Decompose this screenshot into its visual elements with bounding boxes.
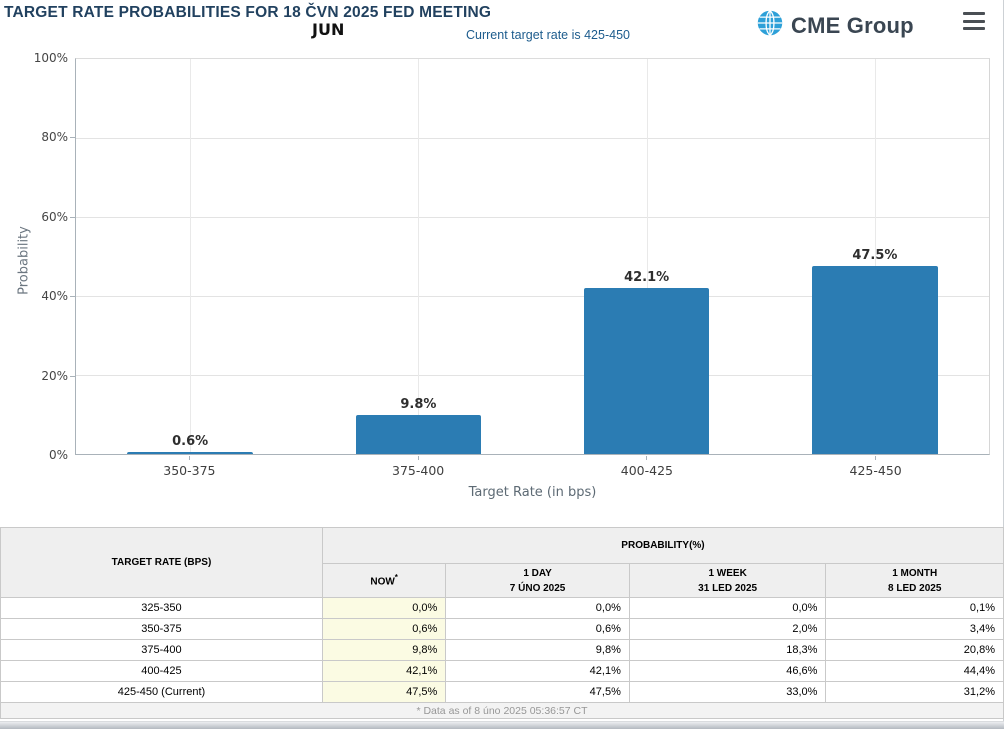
x-axis-title: Target Rate (in bps): [468, 485, 597, 500]
now-prob-cell: 0,6%: [321, 618, 447, 640]
now-prob-cell: 0,0%: [321, 597, 447, 619]
y-axis-tick: [70, 216, 75, 218]
plot-area: 0.6% 9.8% 42.1% 47.5%: [75, 58, 1004, 455]
1day-prob-cell: 47,5%: [445, 681, 630, 703]
gridline: [418, 59, 420, 454]
bar-425-450[interactable]: [812, 266, 938, 454]
rate-range-cell: 400-425: [0, 660, 323, 682]
current-target-rate-subtitle: Current target rate is 425-450: [466, 28, 630, 42]
table-row: 325-350 0,0% 0,0% 0,0% 0,1%: [0, 597, 1004, 619]
now-prob-cell: 42,1%: [321, 660, 447, 682]
table-row: 375-400 9,8% 9,8% 18,3% 20,8%: [0, 639, 1004, 661]
bar-400-425[interactable]: [583, 287, 710, 454]
x-axis-tick: [875, 456, 876, 460]
x-tick-label: 400-425: [620, 463, 673, 478]
1week-prob-cell: 2,0%: [628, 618, 827, 640]
1week-prob-cell: 33,0%: [628, 681, 827, 703]
y-tick-label: 40%: [41, 289, 68, 304]
gridline: [76, 296, 989, 297]
x-tick-label: 375-400: [392, 463, 445, 478]
bottom-edge-bar: [0, 721, 1004, 729]
globe-icon: [756, 9, 784, 42]
now-prob-cell: 9,8%: [321, 639, 447, 661]
bar-value-label: 42.1%: [624, 269, 670, 285]
hamburger-menu-icon[interactable]: [963, 12, 985, 30]
x-tick-label: 425-450: [849, 463, 902, 478]
x-tick-label: 350-375: [163, 463, 216, 478]
col-header-now: NOW*: [321, 563, 447, 598]
1day-prob-cell: 0,6%: [445, 618, 630, 640]
bar-slot: 47.5%: [761, 59, 989, 454]
now-prob-cell: 47,5%: [321, 681, 447, 703]
gridline: [646, 59, 648, 454]
meeting-month-label: JUN: [312, 20, 345, 39]
1day-prob-cell: 9,8%: [445, 639, 630, 661]
table-row: 425-450 (Current) 47,5% 47,5% 33,0% 31,2…: [0, 681, 1004, 703]
1week-prob-cell: 0,0%: [628, 597, 827, 619]
y-axis-tick: [70, 137, 75, 139]
y-axis-tick: [70, 296, 75, 298]
brand-name: CME Group: [791, 12, 914, 38]
1month-prob-cell: 0,1%: [825, 597, 1004, 619]
gridline: [76, 375, 989, 376]
1week-prob-cell: 46,6%: [628, 660, 827, 682]
bar-slot: 0.6%: [76, 59, 304, 454]
rate-range-cell: 350-375: [0, 618, 323, 640]
y-axis-tick: [70, 375, 75, 377]
rate-range-cell: 425-450 (Current): [0, 681, 323, 703]
col-header-1day: 1 DAY 7 ÚNO 2025: [445, 563, 630, 598]
bar-value-label: 0.6%: [172, 433, 209, 449]
1month-prob-cell: 44,4%: [825, 660, 1004, 682]
asterisk: *: [394, 572, 398, 582]
gridline: [76, 138, 989, 139]
1day-prob-cell: 0,0%: [445, 597, 630, 619]
1week-prob-cell: 18,3%: [628, 639, 827, 661]
1month-prob-cell: 3,4%: [825, 618, 1004, 640]
bar-350-375[interactable]: [127, 451, 253, 454]
x-axis-tick: [646, 456, 647, 460]
y-tick-label: 60%: [41, 209, 68, 224]
bar-slot: 42.1%: [533, 59, 761, 454]
bar-slot: 9.8%: [304, 59, 532, 454]
rate-range-cell: 375-400: [0, 639, 323, 661]
bar-375-400[interactable]: [355, 415, 482, 454]
data-as-of-footnote: * Data as of 8 úno 2025 05:36:57 CT: [0, 702, 1004, 719]
1day-prob-cell: 42,1%: [445, 660, 630, 682]
table-footer-row: * Data as of 8 úno 2025 05:36:57 CT: [0, 702, 1004, 719]
probability-table: TARGET RATE (BPS) PROBABILITY(%) NOW* 1 …: [0, 527, 1004, 719]
rate-range-cell: 325-350: [0, 597, 323, 619]
bar-value-label: 9.8%: [400, 397, 437, 413]
1month-prob-cell: 20,8%: [825, 639, 1004, 661]
1month-prob-cell: 31,2%: [825, 681, 1004, 703]
bar-value-label: 47.5%: [852, 248, 898, 264]
gridline: [76, 217, 989, 218]
col-header-1month: 1 MONTH 8 LED 2025: [825, 563, 1004, 598]
page-title: TARGET RATE PROBABILITIES FOR 18 ČVN 202…: [4, 4, 492, 21]
gridline: [874, 59, 876, 454]
col-header-1week: 1 WEEK 31 LED 2025: [628, 563, 827, 598]
table-row: 350-375 0,6% 0,6% 2,0% 3,4%: [0, 618, 1004, 640]
gridline: [190, 59, 192, 454]
cme-group-logo: CME Group: [756, 9, 914, 42]
probability-bar-chart: Probability 0% 20% 40% 60% 80% 100% 0.6%: [0, 51, 1004, 515]
y-tick-label: 0%: [48, 448, 68, 462]
x-axis-tick: [189, 456, 190, 460]
quikstrike-watermark-icon: Q: [994, 71, 1004, 188]
y-tick-label: 80%: [41, 130, 68, 145]
x-axis-tick: [418, 456, 419, 460]
y-tick-label: 20%: [41, 368, 68, 383]
col-header-probability: PROBABILITY(%): [321, 527, 1004, 564]
table-row: 400-425 42,1% 42,1% 46,6% 44,4%: [0, 660, 1004, 682]
col-header-target-rate: TARGET RATE (BPS): [0, 527, 323, 598]
y-tick-label: 100%: [33, 51, 68, 65]
